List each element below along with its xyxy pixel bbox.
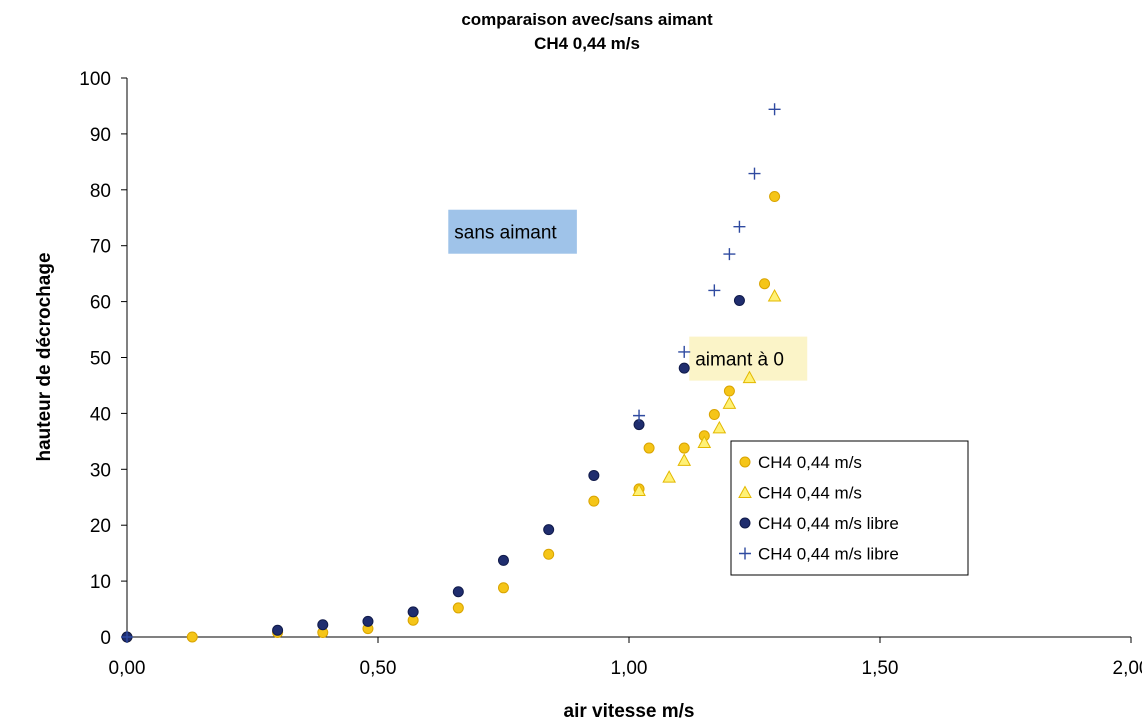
data-point xyxy=(748,167,761,180)
x-tick-label: 2,00 xyxy=(1113,658,1142,679)
y-tick-label: 50 xyxy=(90,349,111,370)
series-2 xyxy=(121,294,745,643)
data-point xyxy=(708,409,720,421)
data-point xyxy=(678,362,690,374)
data-point xyxy=(643,442,655,454)
data-point xyxy=(767,288,782,302)
x-tick-label: 0,00 xyxy=(109,658,146,679)
chart-title: comparaison avec/sans aimant xyxy=(461,10,713,29)
y-ticks: 0 10 20 30 40 50 60 70 80 90 100 xyxy=(79,69,127,649)
series-3 xyxy=(121,103,781,643)
data-point xyxy=(272,624,284,636)
data-point xyxy=(186,631,198,643)
data-point xyxy=(769,191,781,203)
data-point xyxy=(407,606,419,618)
data-point xyxy=(712,420,727,434)
y-tick-label: 100 xyxy=(79,69,111,90)
y-tick-label: 40 xyxy=(90,404,111,425)
legend-marker xyxy=(738,485,752,498)
data-point xyxy=(452,602,464,614)
data-point xyxy=(723,385,735,397)
data-point xyxy=(723,248,736,261)
y-tick-label: 60 xyxy=(90,293,111,314)
legend-box xyxy=(730,440,969,576)
x-ticks: 0,00 0,50 1,00 1,50 2,00 xyxy=(109,637,1142,679)
series-1 xyxy=(632,288,782,497)
data-point xyxy=(632,483,646,497)
data-point xyxy=(697,435,712,448)
legend-marker xyxy=(739,517,751,529)
data-point xyxy=(733,294,745,306)
x-tick-label: 1,00 xyxy=(611,658,648,679)
y-tick-label: 0 xyxy=(100,628,111,649)
y-tick-label: 20 xyxy=(90,516,111,537)
legend-entry-label: CH4 0,44 m/s xyxy=(758,453,862,472)
series-layer xyxy=(121,103,782,643)
x-tick-label: 0,50 xyxy=(360,658,397,679)
data-point xyxy=(543,548,555,560)
axes xyxy=(126,78,1131,638)
legend-entry-label: CH4 0,44 m/s libre xyxy=(758,514,899,533)
data-point xyxy=(662,470,677,483)
data-point xyxy=(708,284,721,297)
legend-marker xyxy=(739,547,751,560)
data-point xyxy=(317,619,329,631)
annotation-label: sans aimant xyxy=(454,223,557,244)
data-point xyxy=(498,554,509,566)
data-point xyxy=(733,220,746,233)
legend-entry-label: CH4 0,44 m/s libre xyxy=(758,545,899,564)
data-point xyxy=(768,103,781,116)
y-tick-label: 10 xyxy=(90,572,111,593)
data-point xyxy=(121,631,133,643)
y-tick-label: 90 xyxy=(90,125,111,146)
data-point xyxy=(677,453,692,466)
data-point xyxy=(633,409,646,422)
chart-subtitle: CH4 0,44 m/s xyxy=(534,34,640,53)
annotation-label: aimant à 0 xyxy=(695,350,784,371)
data-point xyxy=(498,582,509,594)
x-tick-label: 1,50 xyxy=(862,658,899,679)
legend-marker xyxy=(739,456,751,468)
legend-entry-label: CH4 0,44 m/s xyxy=(758,484,862,503)
y-tick-label: 30 xyxy=(90,460,111,481)
legend: CH4 0,44 m/s CH4 0,44 m/s CH4 0,44 m/s lib… xyxy=(730,440,969,576)
data-point xyxy=(362,615,374,627)
y-axis-label: hauteur de décrochage xyxy=(34,252,55,461)
data-point xyxy=(722,396,737,409)
y-tick-label: 80 xyxy=(90,181,111,202)
data-point xyxy=(543,524,555,536)
data-point xyxy=(588,469,600,481)
data-point xyxy=(452,586,464,598)
annotation-box xyxy=(448,209,577,254)
series-0 xyxy=(121,191,781,643)
y-tick-label: 70 xyxy=(90,237,111,258)
annotations: sans aimant aimant à 0 xyxy=(448,209,808,381)
data-point xyxy=(588,495,600,507)
data-point xyxy=(742,370,757,384)
data-point xyxy=(678,442,690,454)
data-point xyxy=(678,345,691,358)
data-point xyxy=(759,278,771,290)
x-axis-label: air vitesse m/s xyxy=(564,701,695,722)
